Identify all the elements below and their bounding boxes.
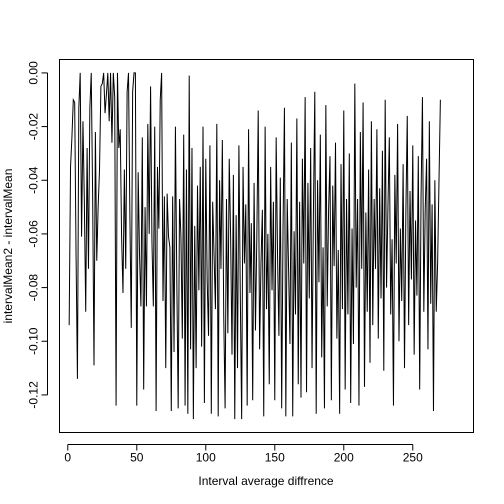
x-tick-label: 150 [265,451,285,465]
y-tick-label: -0.06 [27,220,41,248]
x-axis: 0 50 100 150 200 250 [64,444,423,465]
x-tick-label: 200 [334,451,354,465]
y-axis: -0.12 -0.10 -0.08 -0.06 -0.04 -0.02 0.00 [27,61,48,409]
x-axis-label: Interval average diffrence [198,474,334,488]
y-tick-label: -0.12 [27,381,41,409]
plot-frame [59,59,474,433]
x-tick-label: 0 [64,451,71,465]
y-tick-label: 0.00 [27,61,41,85]
x-tick-label: 50 [130,451,144,465]
y-tick-label: -0.08 [27,274,41,302]
y-tick-label: -0.02 [27,113,41,141]
x-tick-label: 100 [196,451,216,465]
x-tick-label: 250 [403,451,423,465]
y-tick-label: -0.10 [27,327,41,355]
y-tick-label: -0.04 [27,166,41,194]
series-line [68,72,441,420]
y-axis-label: intervalMean2 - intervalMean [1,169,15,324]
